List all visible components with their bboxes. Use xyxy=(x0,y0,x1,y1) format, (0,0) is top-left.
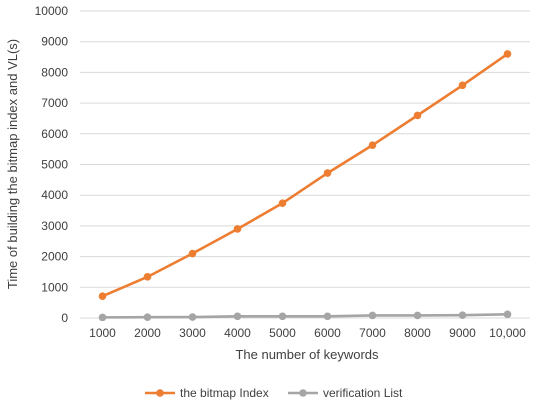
data-point xyxy=(503,50,512,58)
data-point xyxy=(458,81,467,90)
y-tick-label: 2000 xyxy=(41,250,68,264)
y-tick-label: 6000 xyxy=(41,127,68,141)
data-point xyxy=(458,311,467,320)
data-point xyxy=(188,313,197,321)
y-tick-label: 8000 xyxy=(41,65,68,79)
x-axis-label: The number of keywords xyxy=(235,347,379,362)
y-tick-label: 0 xyxy=(61,311,68,325)
x-tick-labels: 1000 2000 3000 4000 5000 6000 7000 8000 9000 10,0… xyxy=(89,326,526,340)
data-point xyxy=(278,199,287,207)
y-tick-label: 3000 xyxy=(41,219,68,233)
data-point xyxy=(143,273,152,281)
data-point xyxy=(98,313,107,322)
y-tick-label: 7000 xyxy=(41,96,68,110)
legend-swatch-marker xyxy=(156,389,164,397)
x-tick-label: 4000 xyxy=(224,326,251,340)
data-point xyxy=(233,312,242,321)
x-tick-label: 9000 xyxy=(449,326,476,340)
x-tick-label: 8000 xyxy=(404,326,431,340)
y-tick-label: 5000 xyxy=(41,158,68,172)
data-point xyxy=(143,313,152,322)
x-tick-label: 5000 xyxy=(269,326,296,340)
y-tick-label: 9000 xyxy=(41,35,68,49)
y-tick-label: 10000 xyxy=(35,4,69,18)
data-point xyxy=(413,111,422,120)
data-point xyxy=(98,292,107,301)
legend-entry: the bitmap Index xyxy=(145,386,269,400)
series-0 xyxy=(98,50,512,301)
series-line xyxy=(102,313,508,319)
series-1 xyxy=(98,310,512,322)
data-point xyxy=(368,141,377,149)
data-point xyxy=(233,225,242,233)
legend: the bitmap Index verification List xyxy=(145,386,403,400)
legend-label: the bitmap Index xyxy=(180,386,269,400)
series-layer xyxy=(98,50,512,322)
y-tick-labels: 0 1000 2000 3000 4000 5000 6000 7000 8000 9000 100… xyxy=(35,4,69,325)
y-axis-label: Time of building the bitmap index and VL… xyxy=(5,39,20,289)
data-point xyxy=(323,169,332,177)
x-tick-label: 3000 xyxy=(179,326,206,340)
data-point xyxy=(503,310,512,319)
x-tick-label: 7000 xyxy=(359,326,386,340)
x-tick-label: 6000 xyxy=(314,326,341,340)
series-line xyxy=(101,52,509,298)
legend-label: verification List xyxy=(323,386,403,400)
legend-entry: verification List xyxy=(288,386,403,400)
data-point xyxy=(323,312,332,321)
x-tick-label: 2000 xyxy=(134,326,161,340)
y-tick-label: 4000 xyxy=(41,188,68,202)
gridlines xyxy=(80,10,530,319)
data-point xyxy=(278,312,287,321)
data-point xyxy=(188,249,197,258)
x-tick-label: 10,000 xyxy=(489,326,526,340)
x-tick-label: 1000 xyxy=(89,326,116,340)
y-tick-label: 1000 xyxy=(41,280,68,294)
data-point xyxy=(368,311,377,320)
legend-swatch-marker xyxy=(299,389,307,397)
data-point xyxy=(413,311,422,320)
